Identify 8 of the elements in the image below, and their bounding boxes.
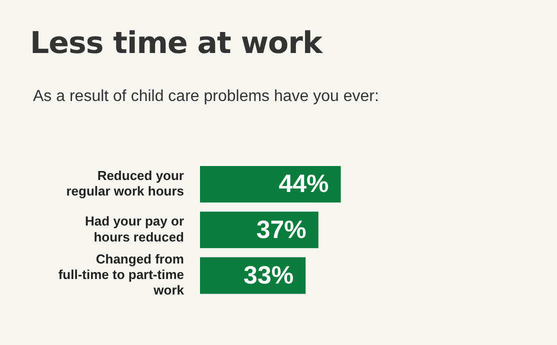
y-tick-label: Changed from full-time to part-time work <box>58 252 185 298</box>
chart-subtitle: As a result of child care problems have you ever: <box>33 88 379 106</box>
y-tick-label: Had your pay or hours reduced <box>85 214 184 244</box>
chart-title: Less time at work <box>30 26 322 61</box>
y-tick-label: Reduced your regular work hours <box>66 168 184 199</box>
data-label: 37% <box>256 216 306 244</box>
data-label: 33% <box>244 261 294 290</box>
data-label: 44% <box>278 170 329 198</box>
